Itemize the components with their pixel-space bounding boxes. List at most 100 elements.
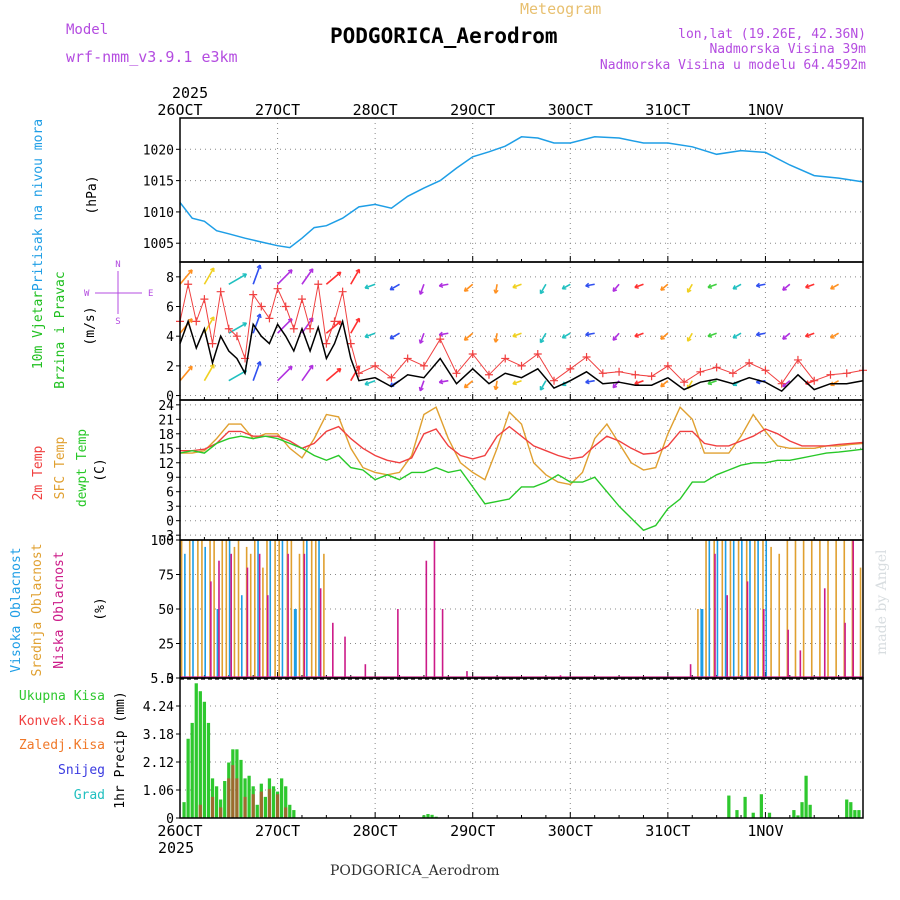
- wind-arrow: [463, 283, 474, 292]
- precip-legend: Ukupna Kisa Konvek.Kisa Zaledj.Kisa Snij…: [19, 689, 105, 803]
- wind-arrow-head: [242, 322, 248, 327]
- gust-marker: [793, 355, 802, 364]
- gust-marker: [184, 280, 193, 289]
- time-tick-bottom: 1NOV: [747, 822, 783, 840]
- wind-arrow: [179, 269, 193, 285]
- high-cloud-bar: [708, 540, 711, 678]
- gust-marker: [257, 302, 266, 311]
- precip-convective-bar: [227, 778, 231, 818]
- y-tick-label: 50: [158, 603, 174, 618]
- gust-marker: [680, 378, 689, 387]
- wind-arrow: [439, 379, 449, 384]
- low-cloud-bar: [218, 560, 220, 678]
- temp-unit: (C): [93, 458, 108, 481]
- gust-marker: [330, 317, 339, 326]
- mid-cloud-bar: [314, 540, 317, 678]
- wind-arrow: [389, 283, 400, 291]
- wind-arrow-head: [438, 331, 444, 337]
- high-cloud-bar: [281, 540, 284, 678]
- time-tick-top: 29OCT: [450, 101, 495, 119]
- precip-convective-bar: [231, 765, 235, 818]
- mid-cloud-bar: [754, 540, 756, 678]
- wind-arrow: [512, 379, 522, 385]
- wind-arrow: [782, 380, 791, 388]
- gust-marker: [306, 324, 315, 333]
- wind-arrow: [612, 283, 620, 292]
- gust-marker: [281, 302, 290, 311]
- legend-graupel: Grad: [74, 788, 105, 803]
- wind-arrow: [325, 320, 342, 334]
- mid-cloud-bar: [278, 540, 280, 678]
- wind-arrow: [686, 283, 693, 293]
- precip-total-bar: [727, 795, 731, 818]
- lonlat: lon,lat (19.26E, 42.36N): [678, 27, 866, 42]
- low-cloud-bar: [397, 609, 399, 678]
- year-bottom: 2025: [158, 839, 194, 857]
- gust-marker: [216, 287, 225, 296]
- gust-marker: [761, 366, 770, 375]
- gust-marker: [436, 335, 445, 344]
- wind-arrow: [277, 318, 293, 334]
- precip-convective-bar: [198, 804, 202, 818]
- low-cloud-bar: [852, 540, 855, 678]
- wind-arrow: [686, 332, 693, 342]
- panel-frame: [179, 117, 864, 263]
- precip-convective-bar: [275, 794, 280, 818]
- wind-arrow: [782, 332, 791, 340]
- wind-arrow: [660, 380, 669, 388]
- mid-cloud-bar: [697, 609, 699, 678]
- gust-marker: [647, 372, 656, 381]
- wind-arrow: [439, 283, 449, 287]
- mid-cloud-bar: [794, 540, 797, 678]
- mid-cloud-bar: [290, 540, 293, 678]
- gust-marker: [810, 376, 819, 385]
- precip-total-bar: [430, 814, 434, 818]
- wind-arrow-head: [830, 285, 835, 290]
- wind-arrow: [203, 267, 215, 285]
- low-cloud-bar: [287, 553, 289, 678]
- gust-marker: [322, 339, 331, 348]
- y-tick-label: 0: [166, 812, 174, 827]
- wind-arrow: [539, 332, 547, 343]
- precip-total-bar: [759, 794, 763, 818]
- mid-cloud-bar: [802, 540, 805, 678]
- wind-arrow-head: [364, 284, 370, 290]
- wind-arrow-head: [782, 286, 787, 291]
- panel-frame: [179, 399, 864, 541]
- mid-cloud-bar: [237, 540, 240, 678]
- time-tick-bottom: 28OCT: [353, 822, 398, 840]
- y-tick-label: 0: [166, 672, 174, 687]
- high-cloud-bar: [700, 609, 704, 678]
- precip-total-bar: [800, 802, 804, 818]
- gust-marker: [208, 339, 217, 348]
- time-tick-top: 26OCT: [157, 101, 202, 119]
- wind-arrow-head: [418, 290, 424, 295]
- gust-marker: [192, 317, 201, 326]
- gust-marker: [289, 324, 298, 333]
- mid-cloud-bar: [810, 540, 813, 678]
- y-tick-label: 1010: [143, 206, 174, 221]
- low-cloud-bar: [844, 622, 846, 678]
- precip-total-bar: [808, 804, 812, 818]
- wind-arrow: [512, 283, 522, 289]
- low-cloud-bar: [210, 581, 212, 678]
- y-tick-label: −3: [158, 529, 174, 544]
- wind-arrow-head: [463, 287, 469, 292]
- wind-arrow: [660, 332, 669, 340]
- wind-arrow-head: [418, 339, 424, 344]
- wind-arrow: [419, 283, 425, 295]
- mid-cloud-bar: [253, 540, 256, 678]
- mid-cloud-bar: [778, 553, 781, 678]
- legend-south: S: [115, 317, 120, 327]
- precip-total-bar: [284, 786, 288, 818]
- y-tick-label: 4.24: [143, 700, 174, 715]
- wind-arrow-head: [493, 385, 499, 391]
- precip-convective-bar: [235, 778, 239, 818]
- wind-arrow-head: [561, 285, 567, 290]
- gust-marker: [696, 367, 705, 376]
- wind-arrow-head: [585, 379, 590, 385]
- mid-cloud-bar: [323, 553, 325, 678]
- low-cloud-bar: [332, 622, 334, 678]
- wind-arrow: [301, 317, 314, 334]
- wind-arrow: [252, 264, 261, 285]
